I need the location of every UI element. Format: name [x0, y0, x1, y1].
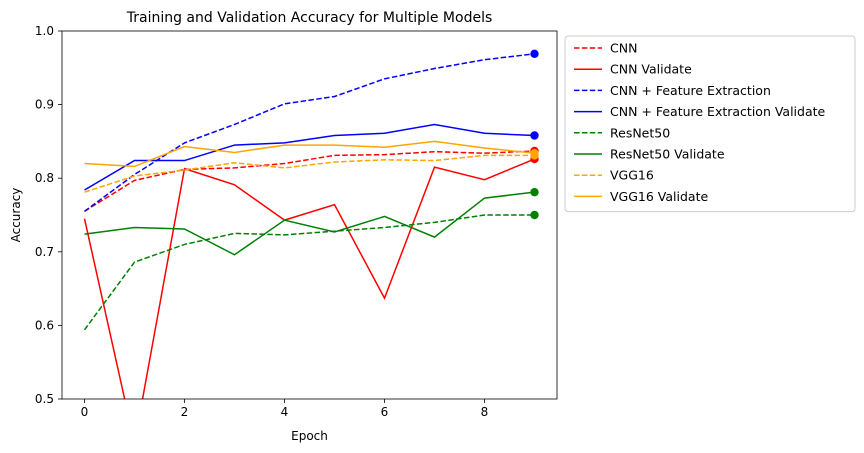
legend-entry: CNN + Feature Extraction — [610, 83, 771, 98]
series-line — [84, 150, 535, 212]
legend-entry: VGG16 — [610, 168, 654, 183]
series-line — [84, 154, 535, 193]
x-tick-label: 0 — [81, 405, 89, 419]
series-line — [84, 191, 535, 256]
y-tick-label: 0.5 — [35, 392, 54, 406]
final-point-marker — [530, 131, 539, 140]
x-tick-label: 6 — [381, 405, 389, 419]
final-point-marker — [530, 148, 539, 158]
x-axis-label: Epoch — [291, 429, 328, 443]
legend-entry: ResNet50 — [610, 125, 670, 140]
legend-box — [564, 35, 856, 213]
final-point-markers — [530, 49, 539, 220]
y-tick-label: 0.9 — [35, 98, 54, 112]
final-point-marker — [530, 49, 539, 59]
y-tick-label: 0.7 — [35, 245, 54, 259]
x-tick-label: 2 — [181, 405, 189, 419]
legend-entry: ResNet50 Validate — [610, 147, 725, 162]
final-point-marker — [530, 187, 539, 197]
series-layer — [83, 53, 535, 399]
final-point-marker — [530, 210, 539, 220]
series-line — [84, 123, 535, 191]
series-line — [83, 158, 535, 399]
legend-entry: CNN + Feature Extraction Validate — [610, 104, 826, 119]
x-tick-label: 8 — [481, 405, 489, 419]
legend-entry: CNN — [610, 41, 637, 56]
series-line — [84, 53, 535, 212]
x-axis: 0 2 4 6 8 — [81, 399, 489, 419]
y-axis-label: Accuracy — [9, 188, 23, 243]
y-tick-label: 1.0 — [35, 24, 54, 38]
y-tick-label: 0.8 — [35, 171, 54, 185]
legend-entry: CNN Validate — [610, 62, 692, 77]
chart-title: Training and Validation Accuracy for Mul… — [126, 10, 493, 26]
series-line — [83, 214, 535, 331]
y-tick-label: 0.6 — [35, 318, 54, 332]
y-axis: 0.5 0.6 0.7 0.8 0.9 1.0 — [35, 24, 62, 406]
x-tick-label: 4 — [281, 405, 289, 419]
series-line — [84, 140, 535, 168]
legend-entry: VGG16 Validate — [610, 189, 708, 204]
plot-area — [61, 30, 558, 400]
legend: CNN CNN Validate CNN + Feature Extraction C… — [564, 35, 856, 213]
